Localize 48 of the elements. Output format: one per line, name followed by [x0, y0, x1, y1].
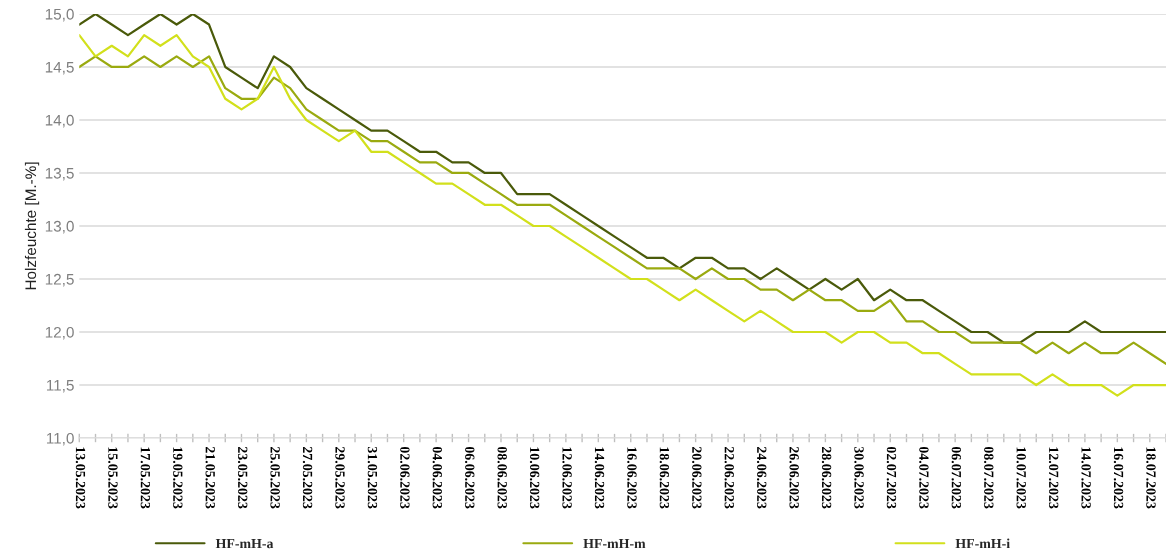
x-tick-label: 10.07.2023 [1016, 447, 1026, 509]
x-tick-label: 10.06.2023 [529, 447, 540, 509]
x-tick-label: 16.07.2023 [1113, 447, 1124, 509]
x-tick-label: 27.05.2023 [302, 446, 313, 509]
x-tick-label: 18.07.2023 [1146, 447, 1156, 509]
x-tick-label: 17.05.2023 [140, 447, 151, 509]
x-tick-label: 08.07.2023 [984, 446, 994, 509]
x-tick-label: 02.07.2023 [886, 446, 897, 509]
y-tick-label: 14,0 [45, 114, 74, 128]
y-tick-label: 13,5 [45, 167, 74, 181]
x-tick-label: 14.07.2023 [1081, 447, 1091, 509]
x-tick-label: 25.05.2023 [270, 446, 280, 509]
legend-label: HF-mH-a [215, 539, 274, 549]
x-tick-label: 21.05.2023 [205, 446, 215, 509]
x-tick-label: 18.06.2023 [659, 447, 670, 509]
x-tick-label: 23.05.2023 [237, 446, 248, 509]
line-series [79, 13, 1166, 344]
y-tick-label: 12,0 [45, 326, 74, 340]
x-tick-label: 08.06.2023 [497, 446, 507, 509]
x-tick-label: 15.05.2023 [108, 447, 118, 509]
x-tick-label: 19.05.2023 [173, 447, 183, 509]
x-tick-label: 22.06.2023 [724, 446, 734, 509]
x-tick-label: 06.07.2023 [951, 446, 962, 509]
x-tick-label: 06.06.2023 [465, 446, 475, 509]
y-axis-title: Holzfeuchte [M.-%] [24, 162, 40, 290]
y-tick-label: 13,0 [45, 220, 74, 234]
x-tick-label: 20.06.2023 [692, 446, 702, 509]
x-tick-label: 04.06.2023 [432, 446, 443, 509]
legend-label: HF-mH-i [955, 538, 1010, 549]
x-tick-label: 31.05.2023 [367, 446, 378, 509]
y-tick-label: 11,0 [46, 432, 74, 446]
x-tick-label: 02.06.2023 [400, 446, 410, 509]
y-tick-label: 12,5 [45, 273, 74, 287]
x-tick-label: 16.06.2023 [627, 447, 637, 509]
x-tick-label: 30.06.2023 [854, 446, 864, 509]
y-tick-label: 15,0 [45, 8, 74, 22]
x-tick-label: 28.06.2023 [821, 446, 832, 509]
x-tick-label: 13.05.2023 [75, 447, 86, 509]
x-tick-label: 04.07.2023 [919, 446, 929, 509]
x-tick-label: 26.06.2023 [789, 446, 799, 509]
x-tick-label: 29.05.2023 [335, 446, 345, 509]
x-tick-label: 12.07.2023 [1048, 447, 1059, 509]
y-tick-label: 14,5 [45, 61, 74, 75]
y-tick-label: 11,5 [46, 380, 74, 393]
x-tick-label: 12.06.2023 [562, 447, 572, 509]
legend-label: HF-mH-m [583, 539, 646, 549]
x-tick-label: 14.06.2023 [594, 447, 605, 509]
x-tick-label: 24.06.2023 [756, 446, 767, 509]
